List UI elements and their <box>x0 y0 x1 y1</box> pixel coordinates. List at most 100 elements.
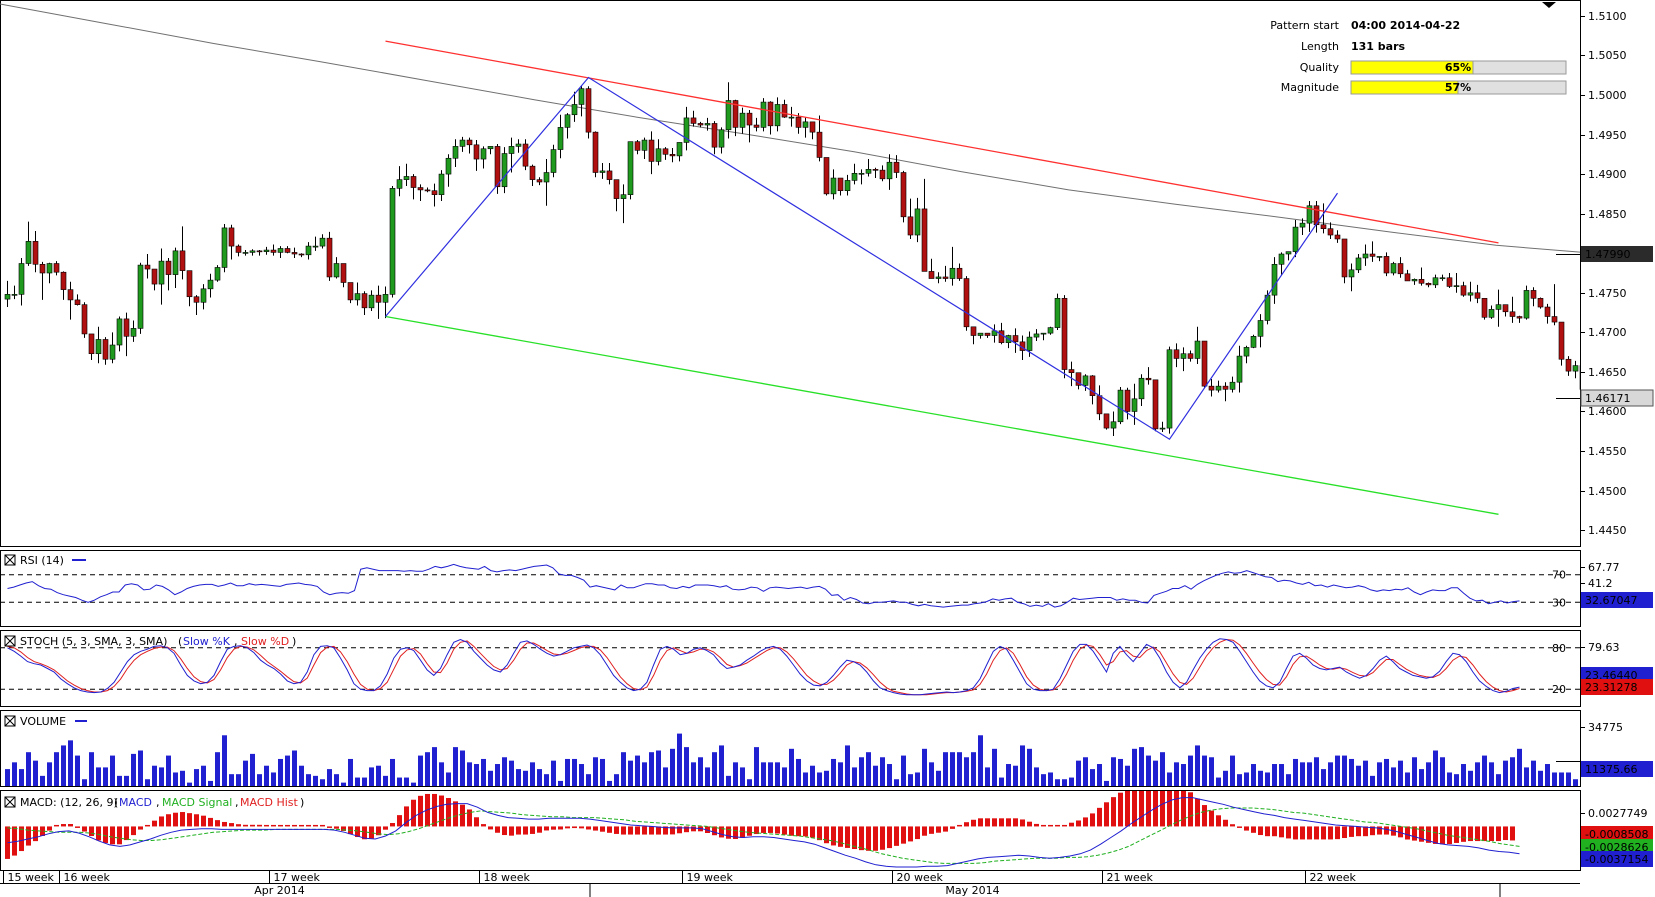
candle <box>242 250 249 256</box>
candle-body <box>970 326 977 336</box>
macd-hist-bar <box>789 826 794 836</box>
macd-hist-bar <box>383 826 388 830</box>
candle <box>445 154 452 187</box>
volume-bar <box>1006 764 1011 786</box>
macd-hist-bar <box>12 826 17 856</box>
candle <box>207 273 214 298</box>
volume-bar <box>1517 748 1522 786</box>
macd-hist-bar <box>1132 791 1137 827</box>
macd-hist-bar <box>1006 818 1011 827</box>
candle-body <box>1299 222 1306 228</box>
volume-bar <box>649 752 654 786</box>
candle <box>487 146 494 155</box>
candle <box>599 163 606 179</box>
price-tick: 1.4550 <box>1588 445 1627 458</box>
macd-hist-bar <box>1286 826 1291 839</box>
rsi-level-label: 70 <box>1552 569 1566 582</box>
macd-hist-bar <box>1321 826 1326 840</box>
volume-bar <box>1363 760 1368 786</box>
candle-body <box>102 339 109 360</box>
macd-hist-bar <box>775 826 780 834</box>
volume-bar <box>537 769 542 786</box>
candle <box>396 166 403 197</box>
macd-hist-bar <box>306 824 311 827</box>
candle <box>382 286 389 319</box>
candle-body <box>599 170 606 173</box>
macd-hist-bar <box>782 826 787 835</box>
volume-bar <box>250 753 255 786</box>
time-tick-label: 22 week <box>1310 871 1357 884</box>
volume-bar <box>1055 779 1060 786</box>
candle-body <box>1089 375 1096 396</box>
collapse-icon[interactable] <box>1542 2 1556 8</box>
macd-hist-bar <box>1412 826 1417 841</box>
candle-body <box>1397 263 1404 275</box>
candle-body <box>1096 395 1103 415</box>
macd-hist-bar <box>404 806 409 827</box>
macd-hist-bar <box>1237 826 1242 828</box>
candle-body <box>620 194 627 199</box>
rsi-close-icon-cross <box>4 554 16 566</box>
volume-bar <box>915 772 920 786</box>
volume-bar <box>992 748 997 786</box>
candle-body <box>151 268 158 285</box>
volume-bar <box>1118 758 1123 786</box>
candle-body <box>795 116 802 128</box>
volume-bar <box>1342 755 1347 786</box>
volume-bar <box>285 755 290 786</box>
volume-bar <box>1482 755 1487 786</box>
candle-body <box>46 263 53 274</box>
rsi-last-value-bg <box>1581 592 1653 608</box>
volume-bar <box>866 752 871 786</box>
time-tick-label: 18 week <box>484 871 531 884</box>
volume-bar <box>523 770 528 786</box>
volume-bar <box>418 755 423 786</box>
candle <box>1040 332 1047 341</box>
candle <box>1439 274 1446 281</box>
candle-body <box>368 294 375 309</box>
candle <box>179 226 186 280</box>
macd-hist-bar <box>26 826 31 846</box>
volume-bar <box>600 758 605 786</box>
volume-bar <box>1552 772 1557 786</box>
candle-body <box>88 333 95 355</box>
volume-bar <box>740 767 745 786</box>
volume-bar <box>1209 757 1214 786</box>
macd-hist-bar <box>1139 791 1144 827</box>
volume-bar <box>579 764 584 786</box>
candle <box>1523 285 1530 320</box>
candle <box>620 184 627 224</box>
candle-body <box>1257 320 1264 337</box>
volume-bar <box>152 765 157 786</box>
volume-bar <box>1139 747 1144 786</box>
macd-hist-bar <box>922 826 927 836</box>
candle-body <box>788 116 795 119</box>
macd-hist-bar <box>950 826 955 829</box>
macd-hist-bar <box>607 826 612 833</box>
macd-hist-bar <box>236 824 241 827</box>
macd-hist-bar <box>1300 826 1305 840</box>
candle <box>1362 244 1369 266</box>
candle-body <box>1180 353 1187 359</box>
macd-hist-bar <box>1398 826 1403 838</box>
candle <box>1236 345 1243 393</box>
volume-bar <box>656 750 661 786</box>
macd-hist-bar <box>1223 819 1228 827</box>
candle-body <box>1544 306 1551 317</box>
volume-bar <box>1524 767 1529 786</box>
candle <box>1453 273 1460 293</box>
candle-body <box>1551 316 1558 323</box>
candle-body <box>1054 298 1061 328</box>
volume-bar <box>327 769 332 786</box>
volume-bar <box>1377 762 1382 786</box>
macd-hist-bar <box>1174 791 1179 827</box>
candle <box>326 231 333 281</box>
volume-bar <box>208 780 213 786</box>
candle <box>515 139 522 153</box>
length-label: Length <box>1301 40 1339 53</box>
macd-hist-bar <box>1419 826 1424 842</box>
macd-hist-bar <box>1153 791 1158 827</box>
time-tick-label: 21 week <box>1107 871 1154 884</box>
month-label: May 2014 <box>945 884 999 897</box>
macd-hist-bar <box>124 826 129 841</box>
